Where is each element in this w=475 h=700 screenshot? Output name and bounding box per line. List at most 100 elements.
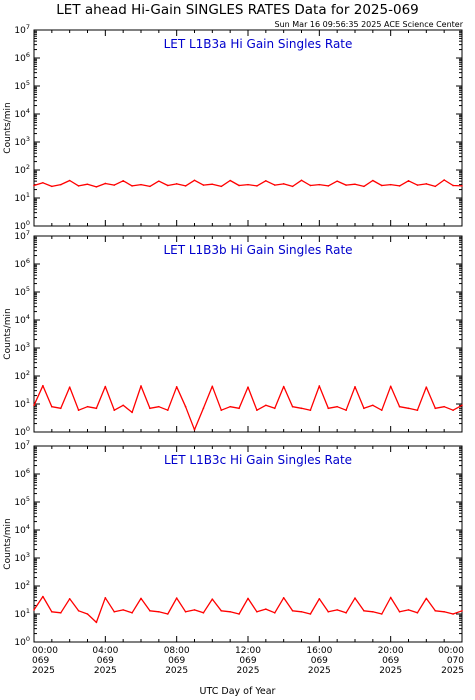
data-point: [42, 181, 44, 184]
data-point: [461, 404, 463, 407]
data-point: [229, 405, 231, 408]
data-point: [238, 407, 240, 410]
x-tick-label: 16:00: [306, 646, 332, 656]
data-point: [398, 610, 401, 613]
data-point: [273, 612, 276, 614]
x-tick-label: 069: [97, 656, 114, 666]
data-point: [59, 407, 62, 410]
data-point: [425, 183, 428, 185]
data-point: [282, 385, 285, 388]
data-point: [416, 409, 419, 412]
data-point: [247, 386, 249, 388]
data-point: [309, 409, 312, 412]
panel-3: 100 101 102 103 104 105 106 107 Counts/min LET L1…: [3, 439, 463, 648]
data-point: [68, 179, 71, 182]
data-point: [229, 179, 231, 182]
data-point: [122, 180, 124, 182]
data-point: [327, 185, 330, 187]
y-tick-label: 103: [14, 341, 30, 354]
data-point: [193, 428, 196, 431]
data-point: [461, 610, 463, 612]
x-tick-label: 069: [32, 656, 49, 666]
data-point: [184, 610, 187, 613]
data-point: [345, 184, 347, 186]
data-point: [166, 613, 169, 615]
y-tick-label: 104: [14, 313, 30, 326]
y-tick-label: 101: [14, 607, 30, 620]
data-point: [42, 384, 44, 387]
data-point: [273, 407, 276, 410]
data-point: [452, 184, 454, 187]
data-point: [211, 385, 214, 388]
rate-series-line: [33, 595, 463, 624]
y-tick-label: 102: [14, 163, 30, 176]
data-point: [202, 407, 205, 410]
data-point: [354, 183, 356, 186]
data-point: [140, 385, 142, 387]
x-tick-label: 00:00: [32, 646, 58, 656]
y-tick-label: 106: [14, 467, 30, 480]
x-tick-label: 070: [447, 656, 464, 666]
data-point: [380, 409, 383, 412]
panel-label: LET L1B3c Hi Gain Singles Rate: [164, 453, 352, 467]
data-point: [407, 609, 410, 611]
data-point: [300, 179, 303, 182]
data-point: [140, 597, 142, 600]
y-tick-label: 107: [14, 23, 30, 36]
data-point: [336, 405, 338, 408]
data-point: [229, 610, 231, 613]
data-point: [389, 183, 392, 186]
data-point: [265, 180, 267, 182]
data-point: [51, 405, 53, 408]
data-point: [256, 409, 258, 412]
y-tick-label: 107: [14, 229, 30, 242]
data-point: [345, 612, 347, 614]
x-tick-label: 069: [239, 656, 256, 666]
data-point: [122, 404, 124, 407]
data-point: [158, 405, 160, 408]
x-tick-label: 2025: [308, 666, 331, 676]
plot-frame: [33, 445, 463, 643]
data-point: [220, 610, 223, 612]
rate-series-line: [33, 179, 463, 188]
data-point: [327, 610, 330, 613]
data-point: [51, 610, 53, 613]
data-point: [380, 613, 383, 615]
data-point: [220, 409, 223, 412]
data-point: [51, 185, 53, 188]
data-point: [434, 610, 437, 612]
y-tick-label: 103: [14, 135, 30, 148]
data-point: [33, 609, 35, 611]
data-point: [202, 184, 205, 186]
data-point: [238, 184, 240, 187]
data-point: [33, 404, 35, 407]
x-tick-label: 20:00: [378, 646, 404, 656]
data-point: [86, 613, 89, 615]
data-point: [256, 610, 258, 613]
data-point: [95, 621, 98, 624]
y-axis-label: Counts/min: [3, 308, 13, 359]
data-point: [389, 385, 392, 388]
y-tick-label: 104: [14, 107, 30, 120]
data-point: [211, 598, 214, 600]
y-tick-label: 100: [14, 219, 30, 232]
data-point: [461, 185, 463, 187]
data-point: [327, 407, 330, 410]
data-point: [149, 610, 151, 612]
plot-frame: [33, 29, 463, 227]
data-point: [184, 405, 187, 408]
data-point: [95, 186, 98, 188]
data-point: [68, 597, 71, 600]
y-tick-label: 104: [14, 523, 30, 536]
data-point: [398, 405, 401, 408]
data-point: [363, 185, 365, 188]
x-tick-label: 069: [168, 656, 185, 666]
data-point: [372, 179, 374, 182]
data-point: [443, 179, 445, 181]
data-point: [131, 185, 133, 187]
data-point: [113, 409, 116, 412]
data-point: [452, 409, 454, 412]
data-point: [380, 184, 383, 187]
data-point: [452, 613, 454, 615]
